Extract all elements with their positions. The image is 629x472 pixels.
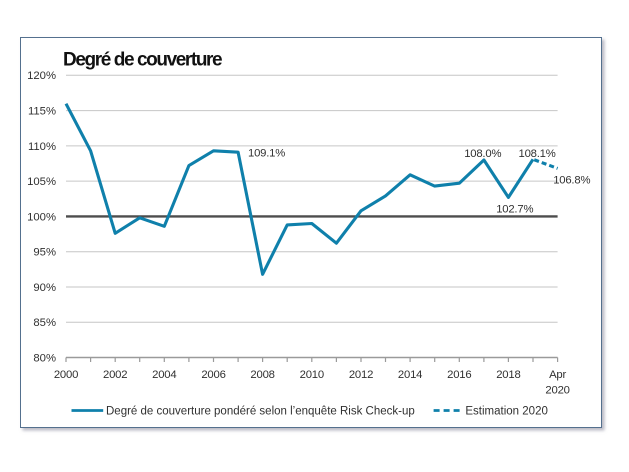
svg-text:108.0%: 108.0% bbox=[464, 148, 501, 160]
svg-text:Degré de couverture pondéré se: Degré de couverture pondéré selon l’enqu… bbox=[106, 406, 415, 418]
svg-text:Apr: Apr bbox=[549, 369, 566, 381]
svg-text:2002: 2002 bbox=[103, 369, 127, 381]
svg-text:2020: 2020 bbox=[545, 384, 569, 396]
svg-text:2010: 2010 bbox=[300, 369, 324, 381]
svg-text:2012: 2012 bbox=[349, 369, 373, 381]
svg-text:109.1%: 109.1% bbox=[248, 148, 285, 160]
svg-text:90%: 90% bbox=[33, 282, 56, 294]
svg-text:85%: 85% bbox=[33, 317, 56, 329]
svg-text:120%: 120% bbox=[27, 70, 56, 82]
svg-text:2006: 2006 bbox=[201, 369, 225, 381]
svg-text:2004: 2004 bbox=[152, 369, 176, 381]
svg-text:Degré de couverture: Degré de couverture bbox=[63, 50, 222, 71]
svg-text:105%: 105% bbox=[27, 176, 56, 188]
svg-text:2000: 2000 bbox=[54, 369, 78, 381]
svg-text:2016: 2016 bbox=[447, 369, 471, 381]
svg-text:Estimation 2020: Estimation 2020 bbox=[465, 406, 547, 418]
svg-text:2008: 2008 bbox=[250, 369, 274, 381]
svg-text:115%: 115% bbox=[28, 106, 56, 118]
svg-text:100%: 100% bbox=[27, 211, 56, 223]
svg-text:106.8%: 106.8% bbox=[553, 174, 590, 186]
svg-text:110%: 110% bbox=[28, 141, 56, 153]
svg-text:95%: 95% bbox=[33, 247, 56, 259]
svg-text:108.1%: 108.1% bbox=[519, 148, 556, 160]
svg-text:102.7%: 102.7% bbox=[496, 204, 533, 216]
svg-text:2018: 2018 bbox=[496, 369, 520, 381]
svg-text:80%: 80% bbox=[33, 352, 56, 364]
svg-text:2014: 2014 bbox=[398, 369, 422, 381]
